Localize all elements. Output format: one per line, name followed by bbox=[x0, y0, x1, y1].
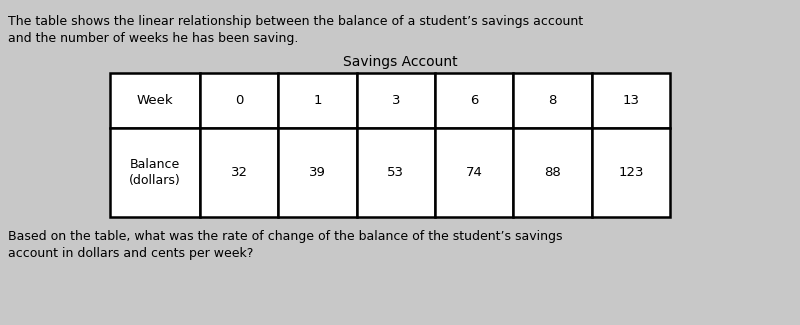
Text: 53: 53 bbox=[387, 166, 404, 179]
Bar bbox=[200, 73, 278, 128]
Text: 32: 32 bbox=[230, 166, 248, 179]
Bar bbox=[514, 128, 592, 217]
Bar bbox=[435, 73, 514, 128]
Bar bbox=[514, 73, 592, 128]
Text: 39: 39 bbox=[309, 166, 326, 179]
Text: 123: 123 bbox=[618, 166, 643, 179]
Bar bbox=[278, 128, 357, 217]
Bar bbox=[357, 128, 435, 217]
Bar bbox=[278, 73, 357, 128]
Text: Based on the table, what was the rate of change of the balance of the student’s : Based on the table, what was the rate of… bbox=[8, 230, 562, 243]
Bar bbox=[592, 73, 670, 128]
Bar bbox=[435, 128, 514, 217]
Text: 88: 88 bbox=[544, 166, 561, 179]
Text: 3: 3 bbox=[391, 94, 400, 107]
Text: Balance
(dollars): Balance (dollars) bbox=[129, 158, 181, 187]
Text: 74: 74 bbox=[466, 166, 482, 179]
Bar bbox=[357, 73, 435, 128]
Text: Savings Account: Savings Account bbox=[342, 55, 458, 69]
Text: 13: 13 bbox=[622, 94, 639, 107]
Text: 0: 0 bbox=[235, 94, 243, 107]
Text: 6: 6 bbox=[470, 94, 478, 107]
Text: Week: Week bbox=[137, 94, 174, 107]
Bar bbox=[200, 128, 278, 217]
Bar bbox=[592, 128, 670, 217]
Bar bbox=[110, 128, 200, 217]
Text: 8: 8 bbox=[548, 94, 557, 107]
Text: and the number of weeks he has been saving.: and the number of weeks he has been savi… bbox=[8, 32, 298, 45]
Text: account in dollars and cents per week?: account in dollars and cents per week? bbox=[8, 247, 254, 260]
Text: 1: 1 bbox=[314, 94, 322, 107]
Bar bbox=[110, 73, 200, 128]
Text: The table shows the linear relationship between the balance of a student’s savin: The table shows the linear relationship … bbox=[8, 15, 583, 28]
